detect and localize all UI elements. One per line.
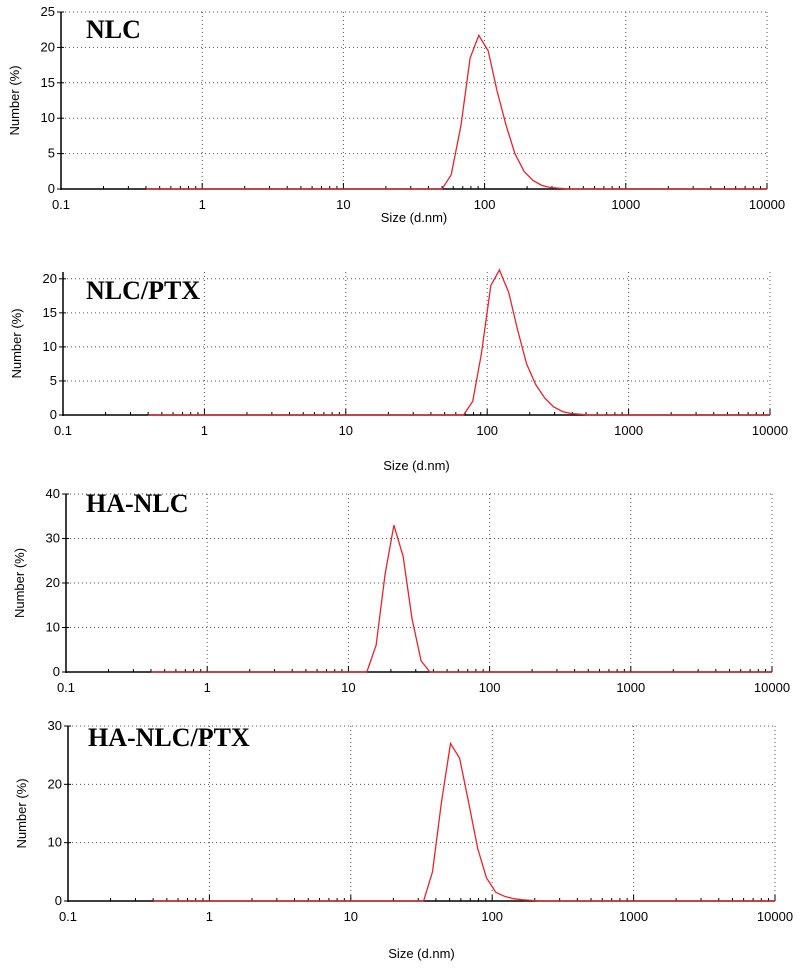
chart-0-title: NLC: [86, 15, 141, 44]
chart-3-x-tick-label: 1000: [619, 909, 648, 924]
chart-1-x-tick-label: 10: [339, 423, 353, 438]
chart-3-y-tick-label: 10: [48, 835, 62, 850]
chart-3-x-axis-label: Size (d.nm): [388, 946, 454, 961]
chart-svg: 0.1 1 10 100 1000 10000 0 10 20 30 Number (%) Size …: [14, 718, 793, 961]
chart-1-x-tick-label: 100: [476, 423, 498, 438]
chart-0-y-tick-label: 25: [41, 4, 55, 19]
chart-1-y-tick-label: 20: [43, 271, 57, 286]
chart-3-y-tick-label: 30: [48, 718, 62, 733]
chart-1-y-tick-label: 0: [50, 407, 57, 422]
chart-3-x-tick-label: 10000: [757, 909, 793, 924]
chart-0-y-tick-label: 10: [41, 110, 55, 125]
chart-2-x-tick-label: 10: [341, 680, 355, 695]
chart-3-x-tick-label: 100: [481, 909, 503, 924]
chart-panel-ha-nlc-ptx: 0.1 1 10 100 1000 10000 0 10 20 30 Number (%) Size …: [0, 714, 802, 968]
chart-1-x-tick-label: 1: [201, 423, 208, 438]
chart-0-x-tick-label: 10000: [749, 197, 785, 212]
chart-2-x-tick-label: 1: [204, 680, 211, 695]
chart-1-title: NLC/PTX: [86, 276, 200, 305]
chart-2-x-tick-label: 0.1: [57, 680, 75, 695]
chart-3-x-tick-label: 0.1: [59, 909, 77, 924]
chart-2-y-tick-label: 10: [46, 620, 60, 635]
chart-2-x-tick-label: 1000: [616, 680, 645, 695]
chart-2-x-tick-label: 100: [479, 680, 501, 695]
chart-1-x-tick-label: 1000: [614, 423, 643, 438]
chart-0-x-tick-label: 0.1: [52, 197, 70, 212]
chart-0-y-tick-label: 15: [41, 75, 55, 90]
chart-0-x-tick-label: 100: [474, 197, 496, 212]
chart-1-y-tick-label: 5: [50, 373, 57, 388]
chart-0-x-tick-label: 10: [336, 197, 350, 212]
chart-2-title: HA-NLC: [86, 489, 189, 518]
chart-2-y-tick-label: 20: [46, 575, 60, 590]
chart-0-y-tick-label: 20: [41, 39, 55, 54]
chart-2-x-tick-label: 10000: [754, 680, 790, 695]
chart-1-series-line: [148, 268, 770, 416]
chart-1-x-axis-label: Size (d.nm): [383, 458, 449, 473]
chart-1-y-tick-label: 10: [43, 339, 57, 354]
chart-panel-nlc: 0.1 1 10 100 1000 10000 0 5 10 15 20 25 Number (%) Si…: [0, 0, 802, 228]
chart-2-y-axis-label: Number (%): [12, 548, 27, 618]
chart-1-y-tick-label: 15: [43, 305, 57, 320]
chart-1-x-tick-label: 10000: [752, 423, 788, 438]
chart-3-x-tick-label: 10: [344, 909, 358, 924]
chart-3-y-axis-label: Number (%): [14, 778, 29, 848]
chart-3-series-line: [153, 741, 775, 902]
chart-0-x-axis-label: Size (d.nm): [381, 210, 447, 225]
chart-3-title: HA-NLC/PTX: [88, 723, 250, 752]
chart-0-series-line: [146, 33, 767, 190]
chart-panel-nlc-ptx: 0.1 1 10 100 1000 10000 0 5 10 15 20 Number (%) Size…: [0, 258, 802, 476]
chart-1-x-tick-label: 0.1: [54, 423, 72, 438]
chart-0-y-tick-label: 5: [48, 146, 55, 161]
chart-0-y-tick-label: 0: [48, 181, 55, 196]
chart-2-series-line: [151, 525, 772, 673]
chart-1-y-axis-label: Number (%): [9, 308, 24, 378]
chart-svg: 0.1 1 10 100 1000 10000 0 5 10 15 20 25 Number (%) Si…: [7, 4, 785, 225]
chart-svg: 0.1 1 10 100 1000 10000 0 5 10 15 20 Number (%) Size…: [9, 268, 788, 473]
chart-3-y-tick-label: 20: [48, 776, 62, 791]
chart-2-y-tick-label: 30: [46, 531, 60, 546]
chart-3-x-tick-label: 1: [206, 909, 213, 924]
chart-2-y-tick-label: 0: [53, 664, 60, 679]
chart-2-y-tick-label: 40: [46, 486, 60, 501]
chart-0-x-tick-label: 1: [199, 197, 206, 212]
chart-panel-ha-nlc: 0.1 1 10 100 1000 10000 0 10 20 30 40 Number (%) HA-…: [0, 482, 802, 696]
chart-3-y-tick-label: 0: [55, 893, 62, 908]
chart-svg: 0.1 1 10 100 1000 10000 0 10 20 30 40 Number (%) HA-…: [12, 486, 790, 695]
chart-0-x-tick-label: 1000: [611, 197, 640, 212]
chart-0-y-axis-label: Number (%): [7, 65, 22, 135]
